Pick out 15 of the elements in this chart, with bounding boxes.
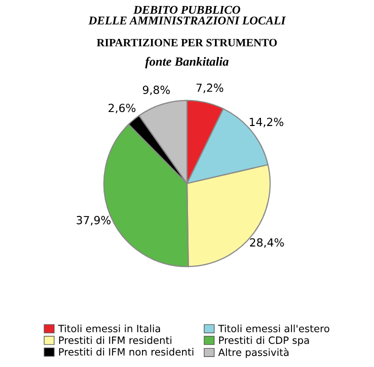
data-label: 9,8%: [142, 86, 170, 96]
legend-label: Prestiti di CDP spa: [219, 336, 309, 346]
data-label: 28,4%: [250, 238, 284, 248]
data-label: 7,2%: [196, 84, 224, 94]
data-label: 37,9%: [76, 216, 111, 226]
chart-title: DEBITO PUBBLICO DELLE AMMINISTRAZIONI LOCALI: [88, 6, 286, 25]
data-label: 2,6%: [108, 104, 136, 114]
chart-subtitle: RIPARTIZIONE PER STRUMENTO: [96, 38, 277, 46]
legend-label: Altre passività: [218, 348, 288, 358]
legend-label: Titoli emessi all'estero: [218, 324, 330, 332]
legend-label: Titoli emessi in Italia: [58, 324, 160, 332]
legend-label: Prestiti di IFM non residenti: [59, 348, 194, 356]
source-note: fonte Bankitalia: [145, 56, 229, 68]
data-label: 14,2%: [250, 118, 284, 128]
legend-label: Prestiti di IFM residenti: [59, 336, 172, 344]
